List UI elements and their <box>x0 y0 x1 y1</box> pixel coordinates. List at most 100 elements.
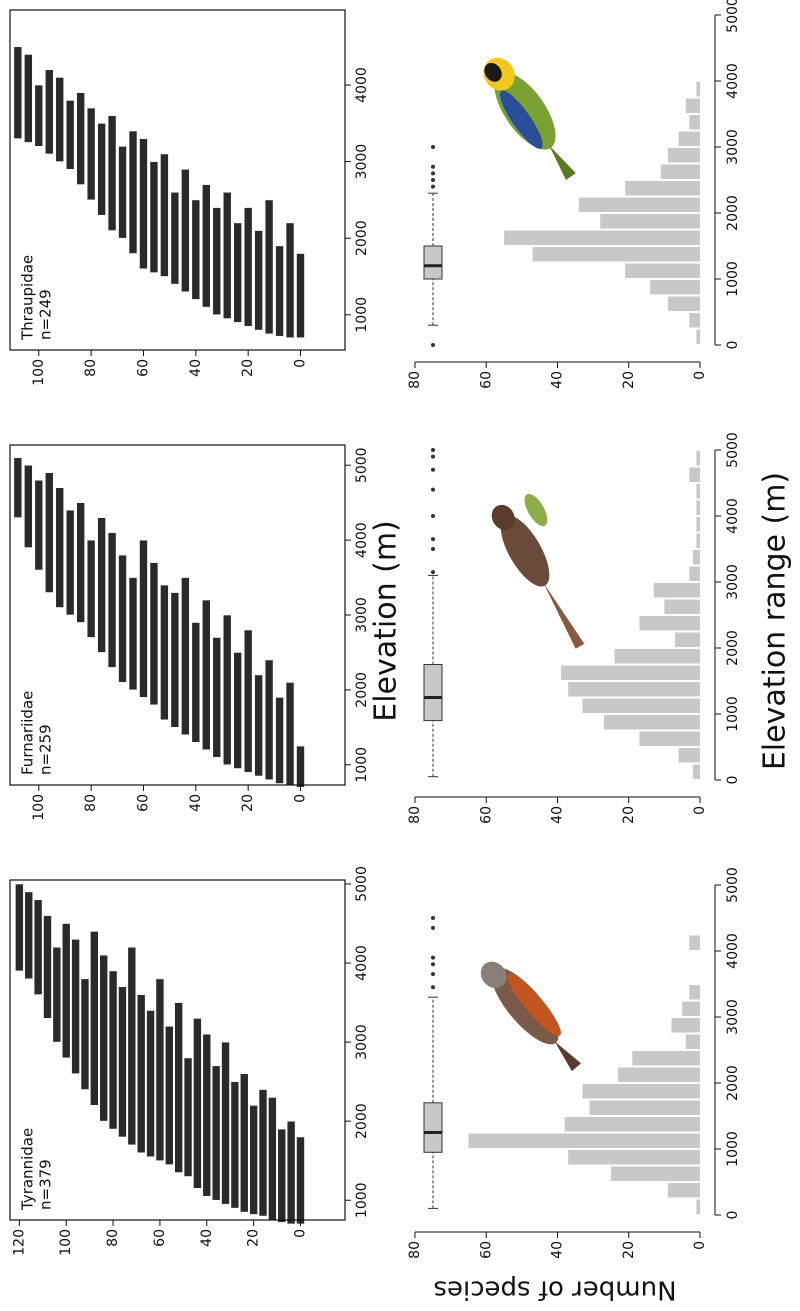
y-tick-label: 80 <box>83 794 99 812</box>
histogram-bar <box>468 1133 700 1148</box>
range-bar <box>181 168 190 293</box>
range-bar <box>191 622 201 743</box>
range-bar <box>254 674 263 777</box>
histogram-bar <box>689 313 700 328</box>
range-bar <box>76 502 85 623</box>
y-tick-label: 40 <box>550 806 566 824</box>
range-bar <box>264 199 274 335</box>
range-bar <box>139 138 148 270</box>
y-tick-label: 60 <box>152 1229 168 1247</box>
range-bar <box>170 592 180 728</box>
y-tick-label: 60 <box>135 359 151 377</box>
histogram-bar <box>692 550 700 565</box>
range-bar <box>285 222 295 339</box>
range-bar <box>13 46 23 139</box>
outlier <box>431 570 435 575</box>
range-bar <box>128 130 138 254</box>
range-bar <box>118 146 127 239</box>
outlier <box>431 178 435 182</box>
histogram-bar <box>582 698 700 713</box>
range-bar <box>136 994 146 1154</box>
histogram-bar <box>696 500 700 515</box>
histogram-bar <box>568 1150 700 1165</box>
outlier <box>431 145 435 149</box>
histogram-bar <box>532 247 700 262</box>
x-tick-label: 4000 <box>725 63 741 99</box>
range-bar <box>160 584 169 721</box>
species-count-label: Number of species <box>433 1275 676 1305</box>
histogram-bar <box>504 230 700 245</box>
range-bar <box>286 1120 296 1225</box>
x-tick-label: 2000 <box>354 1103 370 1139</box>
outlier <box>431 164 435 169</box>
range-bar <box>108 970 118 1130</box>
histogram-bar <box>696 82 700 97</box>
range-bar <box>243 207 253 327</box>
range-bar <box>99 954 109 1122</box>
histogram-bar <box>696 517 700 532</box>
histogram-bar <box>696 533 700 548</box>
outlier <box>431 514 435 518</box>
x-tick-label: 4000 <box>354 522 370 558</box>
histogram-bar <box>639 616 700 631</box>
sample-size: n=379 <box>37 1159 55 1210</box>
y-tick-label: 20 <box>240 359 256 377</box>
y-tick-label: 100 <box>58 1229 74 1256</box>
x-tick-label: 1000 <box>354 1182 370 1218</box>
outlier <box>431 448 435 452</box>
y-tick-label: 80 <box>105 1229 121 1247</box>
histogram-bar <box>650 280 700 295</box>
histogram-bar <box>689 566 700 581</box>
y-tick-label: 0 <box>292 1229 308 1238</box>
range-bar <box>193 1018 202 1189</box>
range-bar <box>249 1105 258 1215</box>
outlier <box>431 955 435 960</box>
range-bar <box>61 923 71 1059</box>
histogram-bar <box>589 1100 700 1115</box>
range-bar <box>296 1136 305 1225</box>
range-bar <box>211 1065 221 1201</box>
y-tick-label: 40 <box>188 794 204 812</box>
histogram-bar <box>696 484 700 499</box>
range-bar <box>139 539 148 698</box>
y-tick-label: 60 <box>478 371 494 389</box>
range-bar <box>97 517 106 653</box>
y-tick-label: 20 <box>246 1229 262 1247</box>
outlier <box>431 454 435 459</box>
histogram-bar <box>653 583 700 598</box>
histogram-bar <box>685 98 700 113</box>
range-bar <box>24 464 33 548</box>
range-bar <box>296 253 305 339</box>
range-bar <box>191 199 201 300</box>
range-bar <box>44 69 54 155</box>
histogram-bar <box>578 197 700 212</box>
rotated-figure: Elevation (m) Elevation range (m) Number… <box>9 0 793 1305</box>
histogram-bar <box>682 1001 700 1016</box>
range-bar <box>296 745 305 788</box>
outlier <box>431 916 435 920</box>
x-tick-label: 1000 <box>354 747 370 783</box>
range-bar <box>128 577 138 691</box>
x-tick-label: 2000 <box>725 195 741 231</box>
range-bar <box>201 599 211 751</box>
range-bar <box>233 222 242 323</box>
sample-size: n=259 <box>37 724 55 775</box>
histogram-bar <box>685 1034 700 1049</box>
range-bar <box>118 554 127 683</box>
histogram-bar <box>689 467 700 482</box>
histogram-bar <box>618 1067 700 1082</box>
histogram-bar <box>582 1084 700 1099</box>
y-tick-label: 80 <box>407 1241 423 1259</box>
x-tick-label: 0 <box>725 341 741 350</box>
bird-thraupidae <box>483 57 576 180</box>
y-tick-label: 20 <box>621 806 637 824</box>
histogram-bar <box>689 985 700 1000</box>
outlier <box>431 962 435 967</box>
range-bar <box>24 891 34 980</box>
histogram-bar <box>675 632 700 647</box>
range-bar <box>222 614 232 766</box>
histogram-bar <box>600 214 700 229</box>
range-bar <box>71 939 80 1075</box>
range-bar <box>258 1089 268 1217</box>
range-bar <box>127 946 137 1146</box>
